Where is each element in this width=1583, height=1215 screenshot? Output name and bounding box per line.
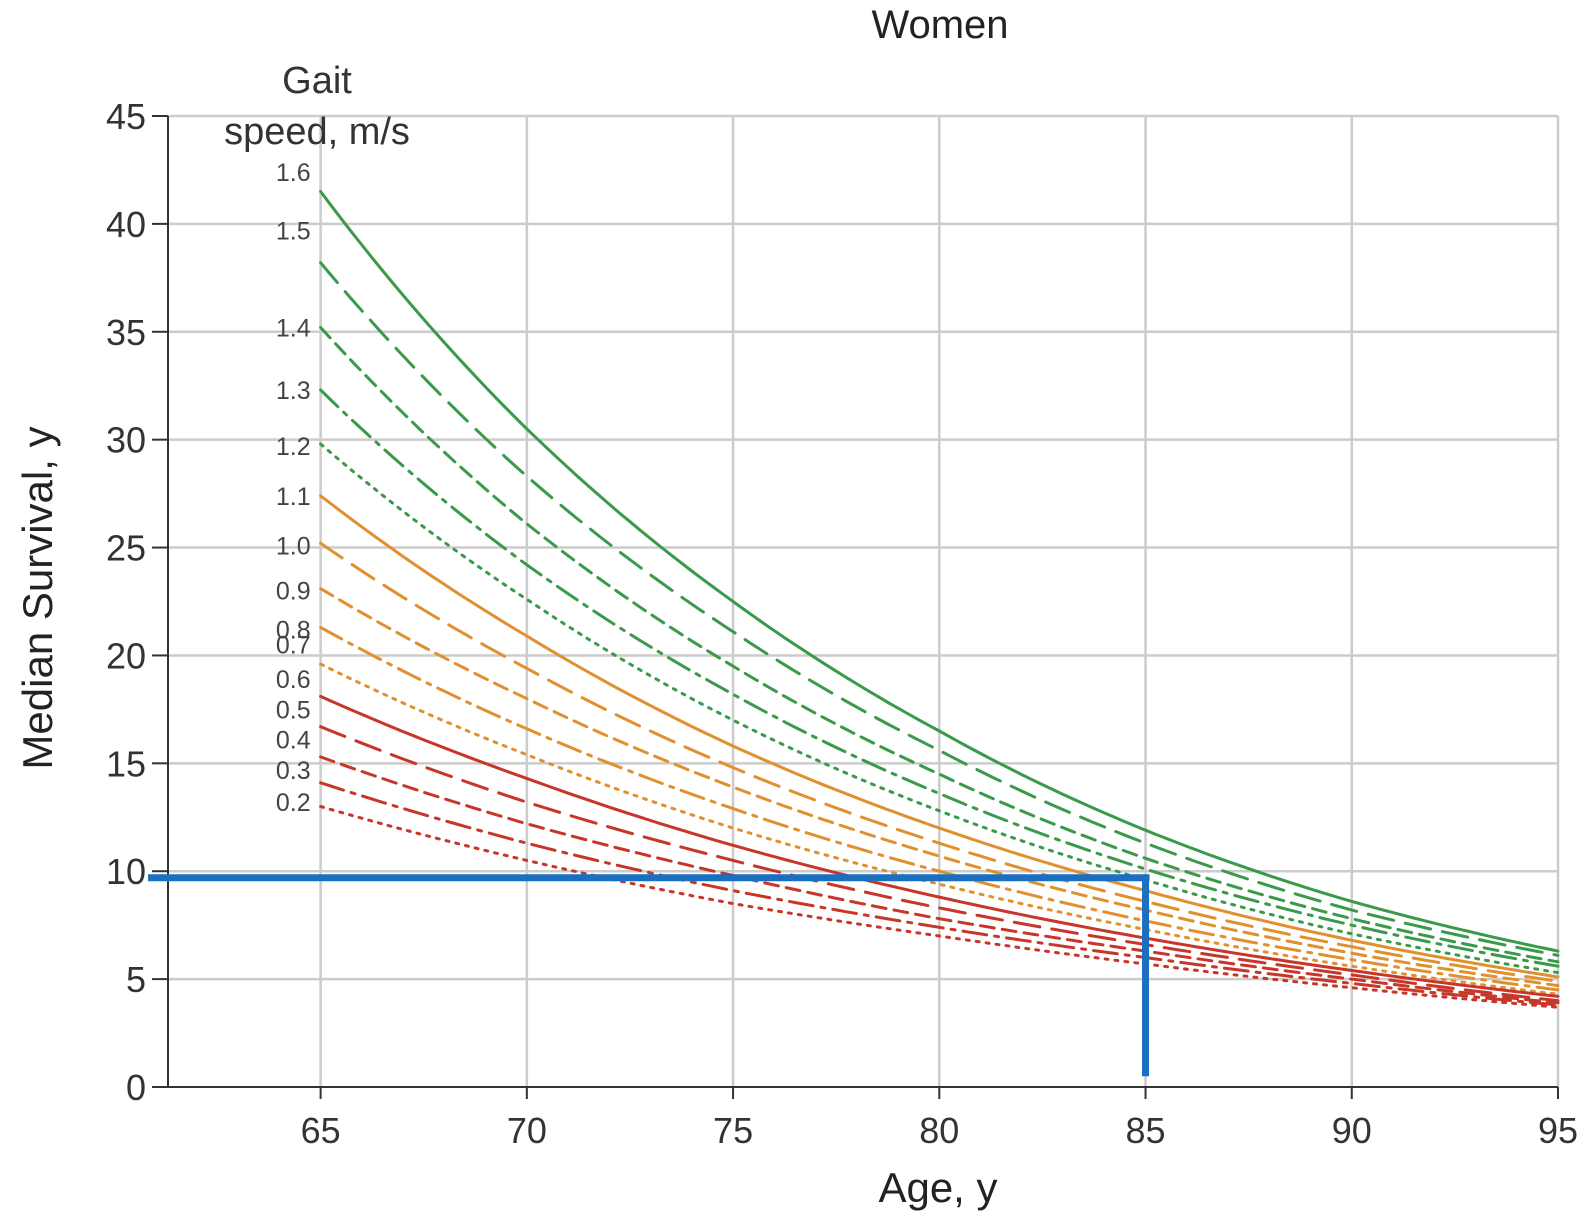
y-tick-label-10: 10 (106, 851, 146, 892)
y-tick-label-25: 25 (106, 528, 146, 569)
series-label-1.3: 1.3 (276, 377, 311, 405)
legend-title-line1: Gait (282, 60, 352, 102)
series-label-0.3: 0.3 (276, 757, 311, 785)
chart-title: Women (871, 3, 1008, 47)
series-line-0.9 (319, 587, 1560, 988)
y-tick-label-40: 40 (106, 204, 146, 245)
x-tick-label-90: 90 (1332, 1110, 1372, 1151)
series-label-0.6: 0.6 (276, 666, 311, 694)
series-label-0.7: 0.7 (276, 632, 311, 660)
x-tick-label-85: 85 (1126, 1110, 1166, 1151)
series-label-0.5: 0.5 (276, 696, 311, 724)
y-tick-label-30: 30 (106, 420, 146, 461)
series-line-1.1 (319, 494, 1560, 979)
series-line-0.3 (319, 781, 1560, 1007)
series-label-1.4: 1.4 (276, 314, 311, 342)
y-tick-label-35: 35 (106, 312, 146, 353)
series-label-0.9: 0.9 (276, 578, 311, 606)
x-tick-label-80: 80 (919, 1110, 959, 1151)
series-label-0.2: 0.2 (276, 789, 311, 817)
x-tick-label-95: 95 (1538, 1110, 1578, 1151)
x-axis-title: Age, y (878, 1164, 997, 1211)
series-label-1.1: 1.1 (276, 483, 311, 511)
legend-title-line2: speed, m/s (224, 111, 410, 153)
series-label-0.4: 0.4 (276, 727, 311, 755)
series-line-0.4 (319, 755, 1560, 1005)
series-label-0.8: 0.8 (276, 617, 311, 645)
x-tick-label-65: 65 (301, 1110, 341, 1151)
series-label-1.5: 1.5 (276, 217, 311, 245)
series-label-1.0: 1.0 (276, 532, 311, 560)
annotation-group (148, 874, 1150, 1077)
y-tick-label-0: 0 (126, 1067, 146, 1108)
series-line-1.2 (319, 442, 1560, 975)
series-line-0.8 (319, 625, 1560, 992)
series-line-1.3 (319, 388, 1560, 968)
series-group (319, 190, 1560, 1009)
series-label-1.2: 1.2 (276, 433, 311, 461)
series-labels: 1.61.51.41.31.21.11.00.90.80.70.60.50.40… (276, 159, 311, 817)
series-label-1.6: 1.6 (276, 159, 311, 187)
series-line-0.2 (319, 805, 1560, 1009)
axes (152, 115, 1559, 1099)
y-tick-label-5: 5 (126, 959, 146, 1000)
y-tick-label-20: 20 (106, 635, 146, 676)
series-line-1.5 (319, 261, 1560, 957)
series-line-1.6 (319, 190, 1560, 953)
y-axis-title: Median Survival, y (14, 426, 61, 769)
series-line-0.7 (319, 662, 1560, 996)
x-tick-label-70: 70 (507, 1110, 547, 1151)
y-tick-label-45: 45 (106, 96, 146, 137)
y-tick-label-15: 15 (106, 743, 146, 784)
series-line-1.0 (319, 541, 1560, 983)
series-line-0.6 (319, 694, 1560, 998)
series-line-1.4 (319, 326, 1560, 964)
x-tick-label-75: 75 (713, 1110, 753, 1151)
series-line-0.5 (319, 725, 1560, 1003)
tick-labels: 0 5 10 15 20 25 30 35 40 45 65 70 75 80 85 90 95 (106, 96, 1578, 1151)
